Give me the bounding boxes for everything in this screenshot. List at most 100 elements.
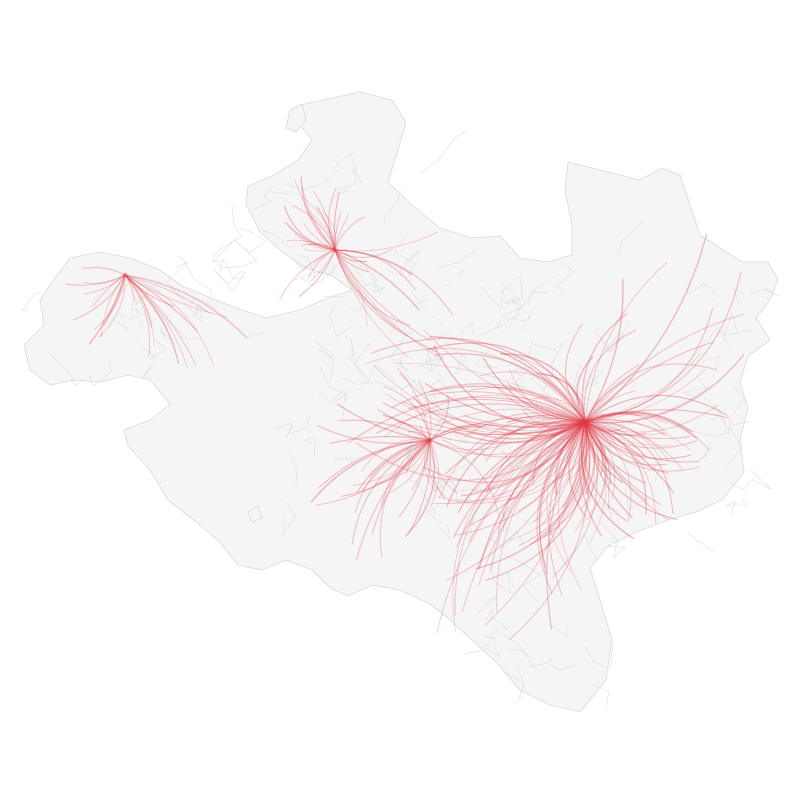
flow-line (351, 439, 431, 545)
flow-line (429, 394, 450, 441)
flow-line (316, 439, 431, 506)
district-border (582, 501, 621, 524)
flow-line (287, 239, 336, 251)
district-border (500, 448, 515, 478)
flow-line (294, 233, 336, 251)
flow-line (124, 274, 228, 318)
district-border (150, 301, 204, 339)
flow-line (361, 438, 431, 472)
flow-line (540, 373, 586, 423)
flow-line (398, 439, 431, 518)
flow-line (334, 249, 413, 275)
district-border (403, 249, 420, 264)
district-border (300, 262, 335, 287)
flow-line (301, 187, 336, 251)
flow-line (584, 394, 728, 423)
district-border (296, 254, 316, 278)
district-border (406, 443, 414, 460)
flow-line (584, 398, 605, 423)
flow-line (584, 413, 638, 423)
flow-line (518, 421, 587, 546)
flow-line (584, 421, 662, 505)
flow-hubs (122, 247, 589, 443)
district-border (729, 470, 773, 491)
district-border (512, 365, 532, 379)
district-border (503, 671, 525, 702)
flow-line (584, 421, 675, 494)
district-border (81, 292, 100, 309)
district-border (445, 476, 482, 491)
flow-line (577, 421, 590, 504)
flow-line (124, 274, 248, 339)
district-border (696, 441, 713, 463)
flow-line (538, 419, 586, 430)
flow-line (514, 421, 586, 456)
flow-line (584, 421, 607, 544)
district-border (584, 642, 614, 671)
flow-line (334, 231, 439, 252)
flow-line (356, 439, 431, 493)
flow-line (124, 274, 215, 368)
district-border (588, 419, 641, 430)
flow-line (334, 249, 408, 358)
flow-line (477, 421, 586, 586)
main-region (23, 91, 779, 713)
flow-line (474, 421, 586, 493)
district-border (106, 299, 133, 331)
district-border (212, 204, 242, 258)
flow-line (427, 391, 586, 423)
flow-line (318, 439, 431, 489)
district-border (21, 292, 42, 311)
flow-line (584, 421, 670, 462)
flow-hub (122, 272, 128, 278)
flow-line (506, 414, 586, 423)
flow-line (124, 274, 198, 332)
district-border (426, 350, 446, 372)
flow-line (489, 421, 586, 476)
flow-line (314, 249, 336, 264)
district-border (248, 329, 264, 338)
district-border (316, 343, 334, 383)
district-border (89, 358, 112, 387)
district-border (494, 413, 521, 440)
flow-line (429, 385, 586, 423)
flow-line (584, 421, 611, 449)
district-border (678, 414, 731, 437)
flow-line (552, 421, 598, 578)
district-border (595, 465, 625, 481)
flow-line (457, 421, 586, 513)
flow-line (584, 421, 594, 424)
district-borders (21, 129, 780, 712)
flow-line (584, 421, 647, 501)
flow-line (391, 383, 586, 423)
flow-line (483, 357, 586, 423)
district-border (397, 423, 422, 447)
flow-line (436, 421, 586, 634)
district-border (398, 358, 416, 391)
flow-line (294, 179, 336, 251)
flow-line (423, 329, 586, 423)
flow-line (445, 421, 586, 475)
flow-line (65, 274, 126, 286)
flow-line (532, 421, 586, 486)
district-border (600, 522, 626, 559)
flow-line (380, 439, 431, 507)
flow-line (584, 363, 718, 423)
district-border (388, 252, 418, 277)
flow-line (584, 421, 605, 452)
district-border (498, 507, 510, 546)
district-border (393, 233, 417, 280)
district-border (411, 292, 446, 328)
flow-line (496, 421, 586, 613)
flow-line (300, 243, 336, 251)
flow-line (322, 211, 337, 251)
flow-line (124, 274, 153, 329)
district-border (304, 436, 316, 458)
flow-line (492, 421, 586, 498)
flow-line (538, 421, 586, 569)
district-border (122, 276, 133, 292)
district-border (294, 255, 325, 271)
flow-line (584, 278, 624, 423)
flow-line (373, 365, 586, 431)
district-border (215, 243, 258, 269)
